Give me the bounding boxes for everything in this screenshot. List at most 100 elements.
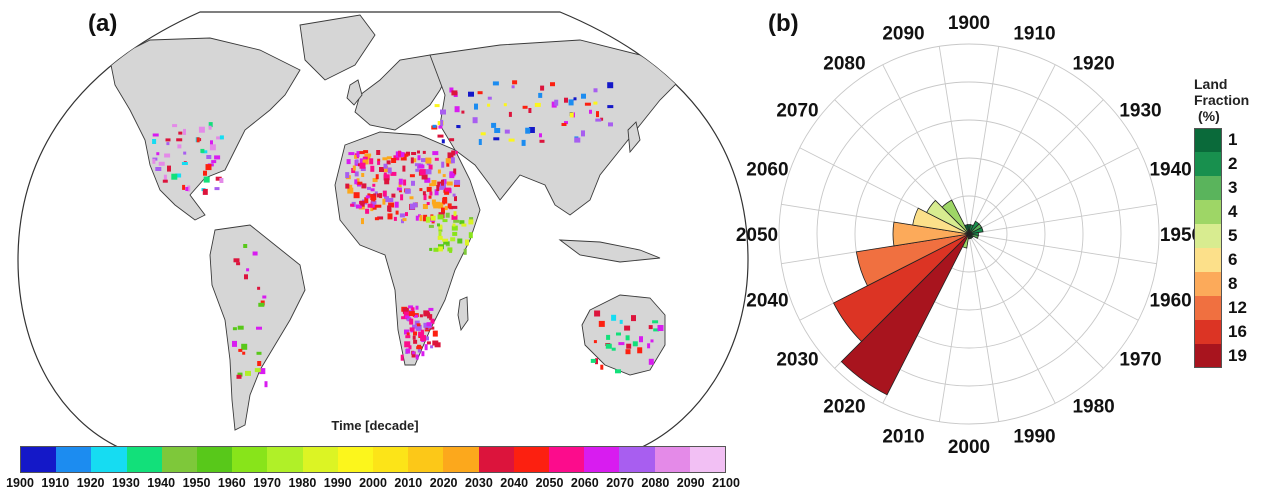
hotspot-pixel (590, 358, 596, 363)
hotspot-pixel (411, 180, 415, 186)
hotspot-pixel (454, 151, 458, 154)
hotspot-pixel (459, 220, 465, 225)
hotspot-pixel (436, 185, 440, 191)
hotspot-pixel (377, 158, 381, 162)
colorbar-segment-18 (654, 447, 690, 472)
hotspot-pixel (593, 101, 598, 105)
hotspot-pixel (236, 374, 242, 379)
world-map-panel: (a) Time [decade] 1900 1910 1920 1930 1940 19… (6, 10, 749, 490)
hotspot-pixel (210, 140, 213, 147)
hotspot-pixel (356, 151, 360, 158)
rose-bar-2050 (892, 221, 970, 247)
hotspot-pixel (374, 191, 378, 195)
hotspot-pixel (348, 184, 353, 190)
hotspot-pixel (487, 96, 492, 100)
hotspot-pixel (429, 314, 433, 321)
legend-item: 16 (1194, 320, 1274, 344)
hotspot-pixel (478, 139, 482, 145)
hotspot-pixel (417, 155, 421, 161)
legend-swatch (1194, 128, 1222, 152)
colorbar-tick-label: 1900 (6, 476, 34, 490)
hotspot-pixel (423, 194, 427, 201)
hotspot-pixel (377, 160, 381, 165)
hotspot-pixel (538, 92, 543, 98)
hotspot-pixel (390, 171, 397, 176)
colorbar-segment-9 (337, 447, 374, 472)
rose-angle-label: 1970 (1119, 350, 1161, 371)
hotspot-pixel (657, 325, 664, 331)
rose-grid-spoke (938, 46, 970, 235)
hotspot-pixel (432, 151, 439, 156)
hotspot-pixel (474, 103, 478, 110)
rose-angle-label: 1920 (1072, 54, 1114, 75)
hotspot-pixel (372, 195, 376, 202)
rose-angle-label: 2050 (736, 225, 778, 246)
rose-angle-label: 1930 (1119, 100, 1161, 121)
hotspot-pixel (445, 158, 451, 164)
legend-swatch (1194, 224, 1222, 248)
hotspot-pixel (358, 151, 365, 155)
hotspot-pixel (384, 196, 389, 203)
hotspot-pixel (534, 102, 541, 107)
hotspot-pixel (414, 320, 420, 326)
hotspot-pixel (412, 158, 417, 163)
hotspot-pixel (347, 187, 354, 194)
hotspot-pixel (415, 354, 419, 360)
colorbar-segment-6 (232, 447, 268, 472)
legend-rows: 1 2 3 4 5 6 8 12 16 19 (1194, 128, 1274, 368)
legend-swatch (1194, 200, 1222, 224)
hotspot-pixel (345, 183, 350, 189)
hotspot-pixel (550, 82, 555, 87)
hotspot-pixel (396, 187, 402, 191)
hotspot-pixel (574, 137, 581, 143)
hotspot-pixel (412, 202, 418, 208)
hotspot-pixel (409, 318, 414, 325)
hotspot-pixel (449, 138, 455, 142)
hotspot-pixel (214, 155, 221, 160)
hotspot-pixel (361, 183, 367, 189)
hotspot-pixel (453, 219, 460, 223)
legend-title-line: Land (1194, 76, 1228, 92)
colorbar-segment-7 (267, 447, 303, 472)
legend-value: 2 (1228, 154, 1238, 173)
hotspot-pixel (208, 125, 212, 130)
hotspot-pixel (398, 178, 403, 185)
hotspot-pixel (450, 157, 455, 164)
hotspot-pixel (205, 164, 212, 171)
hotspot-pixel (440, 119, 444, 126)
colorbar-tick-label: 1980 (288, 476, 317, 490)
hotspot-pixel (625, 335, 630, 341)
hotspot-pixel (355, 159, 359, 165)
hotspot-pixel (252, 251, 258, 256)
legend-value: 12 (1228, 298, 1247, 317)
hotspot-pixel (493, 137, 500, 141)
hotspot-pixel (631, 315, 636, 322)
hotspot-pixel (402, 218, 407, 222)
hotspot-pixel (348, 152, 355, 156)
hotspot-pixel (257, 286, 261, 290)
rose-grid-spoke (968, 99, 1104, 235)
hotspot-pixel (361, 218, 364, 225)
rose-grid-spoke (968, 64, 1056, 235)
colorbar-title: Time [decade] (331, 418, 419, 433)
hotspot-pixel (444, 187, 451, 192)
hotspot-pixel (451, 150, 456, 156)
hotspot-pixel (447, 152, 454, 159)
hotspot-pixel (431, 180, 437, 186)
hotspot-pixel (512, 80, 518, 85)
hotspot-pixel (405, 315, 410, 319)
hotspot-pixel (461, 110, 465, 114)
colorbar-tick-label: 2010 (394, 476, 423, 490)
hotspot-pixel (410, 157, 414, 164)
hotspot-pixel (256, 326, 262, 330)
hotspot-pixel (453, 168, 457, 175)
rose-grid-ring (816, 81, 1122, 387)
hotspot-pixel (456, 125, 460, 128)
legend-value: 1 (1228, 130, 1238, 149)
hotspot-pixel (219, 178, 224, 183)
hotspot-pixel (441, 161, 445, 168)
legend-swatch (1194, 272, 1222, 296)
hotspot-pixel (434, 104, 440, 108)
hotspot-pixel (430, 345, 434, 349)
colorbar-segment-17 (619, 447, 655, 472)
